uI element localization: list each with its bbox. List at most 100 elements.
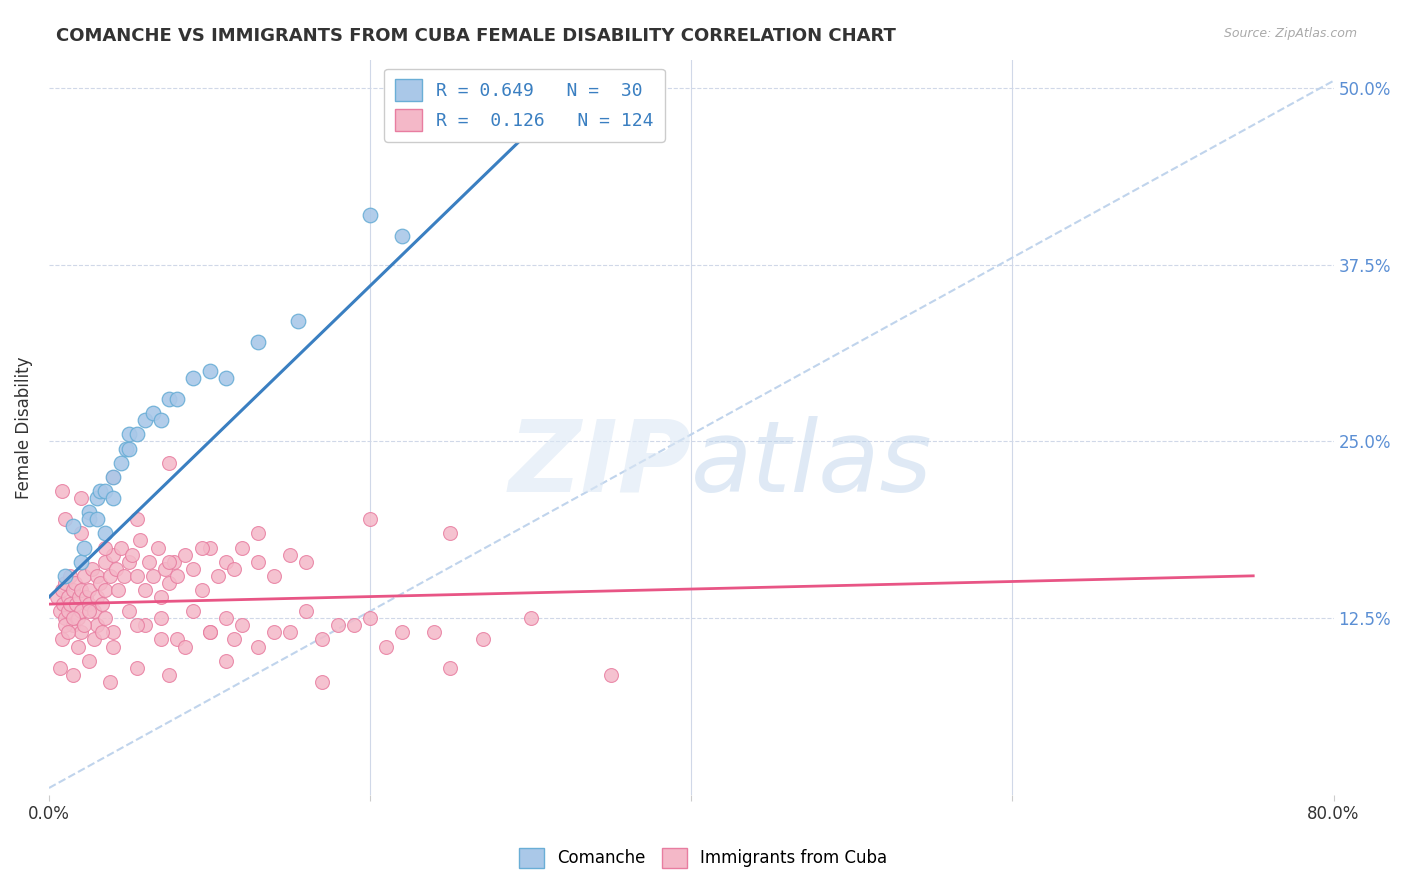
Point — [127, 618, 149, 632]
Point — [246, 335, 269, 350]
Point — [46, 590, 69, 604]
Point — [278, 548, 301, 562]
Point — [129, 533, 152, 548]
Point — [222, 562, 245, 576]
Point — [121, 548, 143, 562]
Point — [103, 470, 125, 484]
Point — [127, 512, 149, 526]
Point — [70, 491, 93, 505]
Point — [134, 413, 156, 427]
Point — [77, 512, 100, 526]
Point — [263, 625, 285, 640]
Point — [73, 618, 96, 632]
Point — [157, 575, 180, 590]
Point — [214, 654, 236, 668]
Point — [118, 555, 141, 569]
Point — [150, 413, 173, 427]
Point — [53, 575, 76, 590]
Point — [94, 555, 117, 569]
Point — [110, 541, 132, 555]
Point — [59, 597, 82, 611]
Point — [62, 582, 84, 597]
Point — [150, 590, 173, 604]
Point — [157, 668, 180, 682]
Point — [174, 640, 197, 654]
Point — [70, 604, 93, 618]
Point — [198, 625, 221, 640]
Point — [49, 604, 72, 618]
Point — [77, 604, 100, 618]
Point — [157, 555, 180, 569]
Point — [94, 582, 117, 597]
Point — [519, 611, 541, 625]
Point — [62, 611, 84, 625]
Point — [439, 526, 461, 541]
Point — [214, 371, 236, 385]
Point — [73, 541, 96, 555]
Point — [51, 483, 73, 498]
Point — [69, 590, 91, 604]
Point — [471, 632, 494, 647]
Point — [86, 590, 108, 604]
Point — [86, 491, 108, 505]
Point — [311, 674, 333, 689]
Point — [103, 640, 125, 654]
Point — [246, 526, 269, 541]
Point — [83, 604, 105, 618]
Point — [75, 590, 97, 604]
Point — [77, 654, 100, 668]
Point — [94, 611, 117, 625]
Point — [214, 611, 236, 625]
Point — [174, 548, 197, 562]
Point — [118, 604, 141, 618]
Point — [53, 611, 76, 625]
Point — [103, 548, 125, 562]
Point — [150, 611, 173, 625]
Point — [183, 604, 205, 618]
Point — [63, 575, 86, 590]
Point — [77, 582, 100, 597]
Point — [59, 569, 82, 583]
Point — [110, 456, 132, 470]
Point — [82, 562, 104, 576]
Point — [58, 590, 80, 604]
Point — [198, 625, 221, 640]
Point — [127, 661, 149, 675]
Point — [190, 582, 212, 597]
Point — [146, 541, 169, 555]
Point — [53, 618, 76, 632]
Point — [246, 555, 269, 569]
Point — [163, 555, 186, 569]
Point — [326, 618, 349, 632]
Text: Source: ZipAtlas.com: Source: ZipAtlas.com — [1223, 27, 1357, 40]
Point — [118, 442, 141, 456]
Point — [183, 371, 205, 385]
Point — [53, 512, 76, 526]
Point — [62, 519, 84, 533]
Point — [103, 625, 125, 640]
Point — [89, 575, 111, 590]
Point — [98, 674, 121, 689]
Point — [311, 632, 333, 647]
Point — [70, 555, 93, 569]
Point — [222, 632, 245, 647]
Point — [94, 541, 117, 555]
Point — [70, 625, 93, 640]
Point — [183, 562, 205, 576]
Point — [166, 632, 188, 647]
Point — [375, 640, 398, 654]
Point — [51, 632, 73, 647]
Point — [439, 661, 461, 675]
Point — [150, 632, 173, 647]
Point — [114, 569, 136, 583]
Point — [157, 456, 180, 470]
Point — [359, 208, 381, 222]
Point — [231, 618, 253, 632]
Point — [134, 582, 156, 597]
Point — [343, 618, 366, 632]
Text: ZIP: ZIP — [508, 416, 692, 513]
Point — [66, 640, 89, 654]
Point — [91, 597, 114, 611]
Point — [246, 640, 269, 654]
Point — [142, 569, 165, 583]
